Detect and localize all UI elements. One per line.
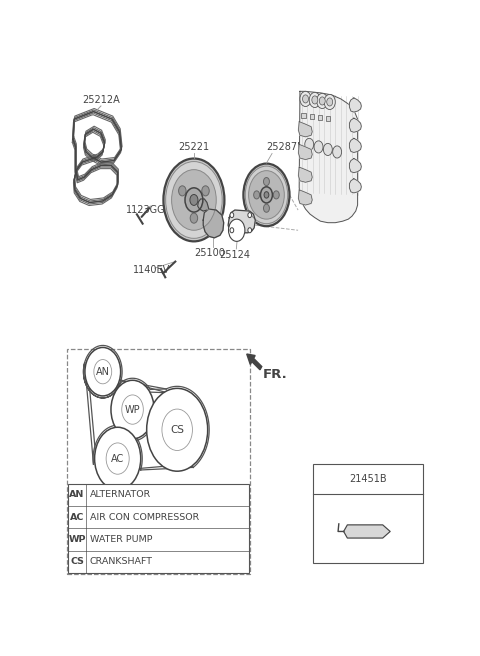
Text: CS: CS [70, 557, 84, 566]
Polygon shape [349, 118, 361, 133]
Text: AC: AC [70, 513, 84, 522]
Text: AIR CON COMPRESSOR: AIR CON COMPRESSOR [90, 513, 199, 522]
Circle shape [185, 188, 203, 212]
Bar [310, 114, 314, 119]
Polygon shape [299, 190, 312, 205]
Text: 25212A: 25212A [82, 95, 120, 105]
Text: ALTERNATOR: ALTERNATOR [90, 491, 151, 499]
Polygon shape [203, 209, 224, 238]
Text: CS: CS [170, 425, 184, 435]
Text: 25221: 25221 [179, 142, 209, 152]
Polygon shape [299, 121, 312, 137]
Circle shape [314, 141, 323, 153]
Text: WP: WP [125, 405, 140, 415]
Circle shape [166, 161, 222, 238]
Circle shape [248, 228, 252, 233]
Circle shape [273, 191, 279, 199]
Polygon shape [349, 159, 361, 173]
Circle shape [106, 443, 129, 474]
Circle shape [333, 146, 342, 158]
Circle shape [111, 380, 154, 439]
Circle shape [95, 427, 141, 490]
Circle shape [302, 95, 309, 103]
Text: CRANKSHAFT: CRANKSHAFT [90, 557, 153, 566]
Polygon shape [349, 138, 361, 152]
Text: 1123GG: 1123GG [126, 205, 166, 215]
Circle shape [162, 409, 192, 451]
Polygon shape [299, 91, 358, 222]
Circle shape [202, 186, 209, 196]
Text: AN: AN [96, 367, 110, 377]
Circle shape [261, 187, 273, 203]
Text: 1140EV: 1140EV [132, 264, 170, 275]
Bar [326, 116, 330, 121]
Circle shape [324, 144, 332, 155]
Circle shape [327, 98, 333, 106]
Bar [301, 113, 306, 118]
Polygon shape [228, 210, 255, 233]
Text: WATER PUMP: WATER PUMP [90, 535, 152, 544]
Circle shape [243, 163, 289, 226]
Polygon shape [349, 98, 361, 112]
Circle shape [94, 359, 112, 384]
Circle shape [228, 219, 245, 241]
Circle shape [190, 194, 198, 205]
Circle shape [248, 213, 252, 218]
Polygon shape [349, 178, 361, 193]
Circle shape [305, 138, 314, 150]
Bar [67, 349, 250, 574]
Polygon shape [299, 144, 312, 159]
Bar [68, 484, 249, 573]
Circle shape [312, 96, 318, 104]
Circle shape [172, 170, 216, 230]
Bar [313, 464, 423, 563]
Circle shape [309, 92, 321, 108]
Circle shape [300, 91, 311, 106]
Circle shape [163, 159, 225, 241]
Circle shape [264, 204, 269, 213]
Circle shape [122, 395, 144, 424]
Polygon shape [344, 525, 390, 538]
Text: 21451B: 21451B [349, 474, 387, 484]
Bar [318, 115, 322, 120]
Text: WP: WP [68, 535, 86, 544]
Circle shape [85, 348, 120, 396]
Circle shape [190, 213, 198, 223]
Text: AN: AN [70, 491, 85, 499]
Circle shape [230, 213, 234, 218]
Circle shape [249, 171, 284, 219]
Polygon shape [198, 199, 209, 211]
Text: FR.: FR. [263, 368, 288, 380]
Text: 25124: 25124 [219, 251, 251, 260]
Circle shape [317, 93, 328, 108]
Circle shape [319, 97, 325, 105]
Text: 25287I: 25287I [266, 142, 300, 152]
Text: AC: AC [111, 453, 124, 464]
Text: 25100: 25100 [194, 249, 225, 258]
Circle shape [230, 228, 234, 233]
FancyArrow shape [247, 354, 262, 370]
Circle shape [245, 166, 288, 224]
Circle shape [264, 178, 269, 186]
Circle shape [264, 192, 269, 198]
Circle shape [253, 191, 260, 199]
Circle shape [179, 186, 186, 196]
Circle shape [147, 388, 208, 471]
Polygon shape [299, 167, 312, 182]
Circle shape [324, 94, 335, 110]
